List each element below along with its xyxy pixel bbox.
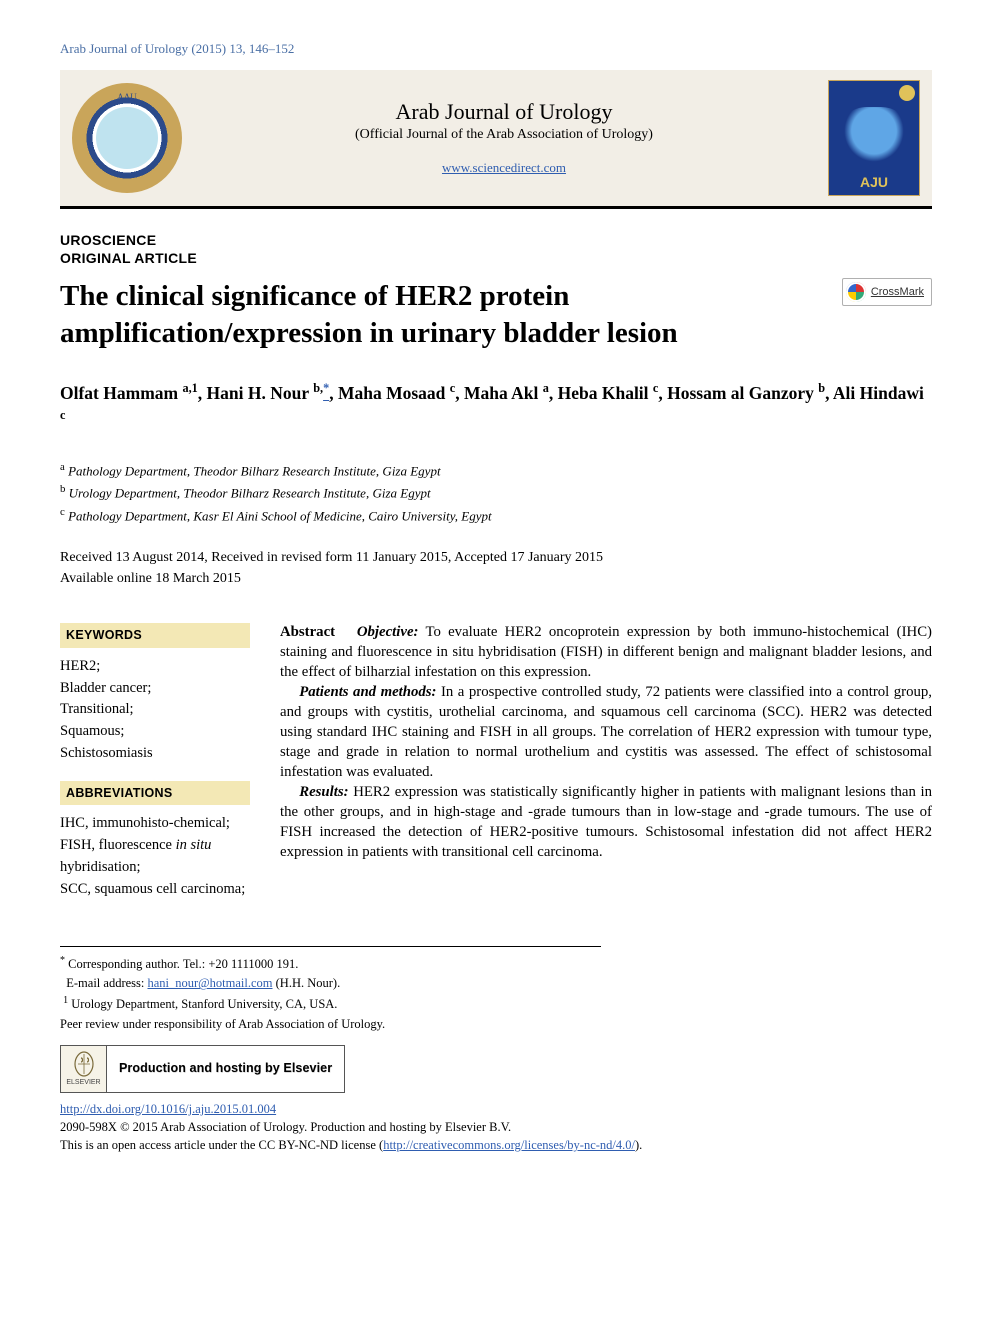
abstract: Abstract Objective: To evaluate HER2 onc… — [280, 623, 932, 901]
sciencedirect-link[interactable]: www.sciencedirect.com — [442, 159, 566, 177]
license-link[interactable]: http://creativecommons.org/licenses/by-n… — [383, 1138, 635, 1152]
corresponding-text: Corresponding author. Tel.: +20 1111000 … — [68, 958, 298, 972]
email-label: E-mail address: — [66, 976, 144, 990]
list-item: Transitional; — [60, 699, 250, 721]
abbreviations-body: IHC, immunohisto-chemical;FISH, fluoresc… — [60, 813, 250, 900]
affiliation-line: a Pathology Department, Theodor Bilharz … — [60, 459, 932, 481]
email-tail: (H.H. Nour). — [276, 976, 341, 990]
footnote-1: 1 Urology Department, Stanford Universit… — [60, 993, 601, 1014]
abstract-patients-methods: Patients and methods: In a prospective c… — [280, 683, 932, 783]
abbreviations-heading: ABBREVIATIONS — [60, 781, 250, 806]
crossmark-badge[interactable]: CrossMark — [842, 278, 932, 306]
article-dates: Received 13 August 2014, Received in rev… — [60, 548, 932, 589]
copyright-line2: This is an open access article under the… — [60, 1136, 932, 1154]
crossmark-icon — [846, 282, 866, 302]
affiliation-line: b Urology Department, Theodor Bilharz Re… — [60, 481, 932, 503]
journal-reference: Arab Journal of Urology (2015) 13, 146–1… — [60, 40, 932, 58]
dates-line-received: Received 13 August 2014, Received in rev… — [60, 548, 932, 568]
list-item: Bladder cancer; — [60, 678, 250, 700]
abstract-results: Results: HER2 expression was statistical… — [280, 783, 932, 863]
license-post: ). — [635, 1138, 642, 1152]
doi-link[interactable]: http://dx.doi.org/10.1016/j.aju.2015.01.… — [60, 1102, 276, 1116]
author-email-link[interactable]: hani_nour@hotmail.com — [147, 976, 272, 990]
list-item: IHC, immunohisto-chemical; — [60, 813, 250, 835]
abstract-label: Abstract — [280, 624, 335, 640]
dates-line-online: Available online 18 March 2015 — [60, 569, 932, 589]
cover-ornament-icon — [899, 85, 915, 101]
elsevier-logo-icon: ELSEVIER — [61, 1046, 107, 1092]
affiliation-line: c Pathology Department, Kasr El Aini Sch… — [60, 504, 932, 526]
keywords-heading: KEYWORDS — [60, 623, 250, 648]
list-item: FISH, fluorescence in situ hybridisation… — [60, 835, 250, 879]
license-pre: This is an open access article under the… — [60, 1138, 383, 1152]
star-icon: * — [60, 955, 65, 966]
association-crest-icon: AAU — [72, 83, 182, 193]
crossmark-label: CrossMark — [871, 285, 924, 300]
journal-name: Arab Journal of Urology — [190, 97, 818, 127]
crest-label: AAU — [74, 91, 180, 103]
journal-cover-icon: AJU — [828, 80, 920, 196]
section-label-uroscience: UROSCIENCE — [60, 231, 932, 250]
title-row: The clinical significance of HER2 protei… — [60, 278, 932, 351]
peer-review-note: Peer review under responsibility of Arab… — [60, 1016, 932, 1033]
journal-subtitle: (Official Journal of the Arab Associatio… — [190, 126, 818, 145]
keywords-body: HER2;Bladder cancer;Transitional;Squamou… — [60, 656, 250, 765]
list-item: HER2; — [60, 656, 250, 678]
body-columns: KEYWORDS HER2;Bladder cancer;Transitiona… — [60, 623, 932, 901]
list-item: Squamous; — [60, 721, 250, 743]
left-column: KEYWORDS HER2;Bladder cancer;Transitiona… — [60, 623, 250, 901]
corresponding-author: * Corresponding author. Tel.: +20 111100… — [60, 953, 601, 974]
banner-center: Arab Journal of Urology (Official Journa… — [190, 97, 818, 179]
pm-label: Patients and methods: — [299, 684, 436, 700]
elsevier-production-box: ELSEVIER Production and hosting by Elsev… — [60, 1045, 345, 1093]
fn1-marker: 1 — [63, 995, 68, 1006]
results-text: HER2 expression was statistically signif… — [280, 784, 932, 860]
journal-banner: AAU Arab Journal of Urology (Official Jo… — [60, 70, 932, 209]
objective-label: Objective: — [357, 624, 419, 640]
article-title: The clinical significance of HER2 protei… — [60, 278, 832, 351]
email-line: E-mail address: hani_nour@hotmail.com (H… — [60, 974, 601, 993]
section-label-original-article: ORIGINAL ARTICLE — [60, 249, 932, 268]
list-item: Schistosomiasis — [60, 743, 250, 765]
footnotes: * Corresponding author. Tel.: +20 111100… — [60, 946, 601, 1014]
authors: Olfat Hammam a,1, Hani H. Nour b,*, Maha… — [60, 379, 932, 433]
banner-inner: AAU Arab Journal of Urology (Official Jo… — [60, 70, 932, 206]
copyright-line1: 2090-598X © 2015 Arab Association of Uro… — [60, 1118, 932, 1136]
elsevier-text: Production and hosting by Elsevier — [107, 1060, 344, 1077]
list-item: SCC, squamous cell carcinoma; — [60, 879, 250, 901]
results-label: Results: — [299, 784, 348, 800]
copyright: 2090-598X © 2015 Arab Association of Uro… — [60, 1118, 932, 1154]
cover-label: AJU — [829, 173, 919, 192]
abstract-objective: Abstract Objective: To evaluate HER2 onc… — [280, 623, 932, 683]
fn1-text: Urology Department, Stanford University,… — [71, 997, 337, 1011]
affiliations: a Pathology Department, Theodor Bilharz … — [60, 459, 932, 526]
elsevier-small-label: ELSEVIER — [66, 1078, 100, 1087]
doi-link-row: http://dx.doi.org/10.1016/j.aju.2015.01.… — [60, 1101, 932, 1118]
